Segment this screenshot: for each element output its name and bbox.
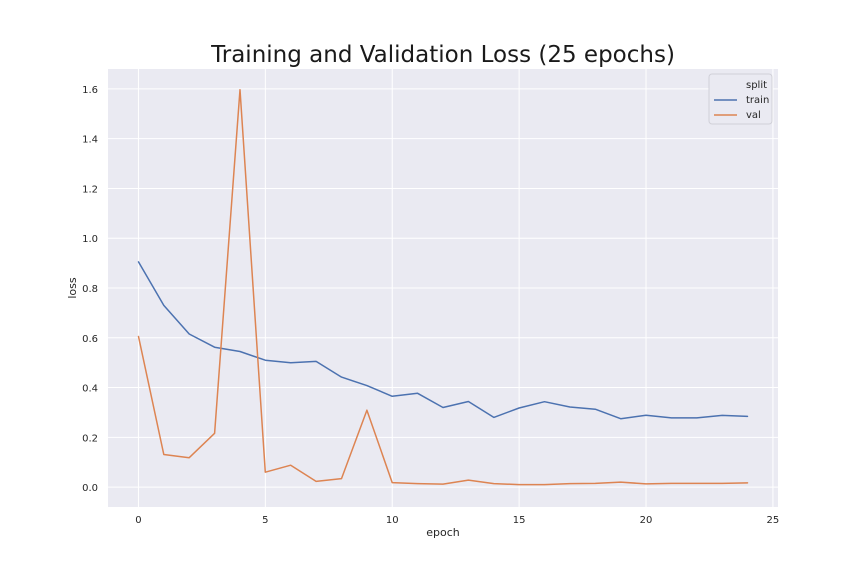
x-tick-label: 0	[135, 515, 141, 526]
x-tick-label: 20	[640, 515, 653, 526]
y-tick-label: 1.2	[82, 184, 98, 195]
y-axis-ticks: 0.0 0.2 0.4 0.6 0.8 1.0 1.2 1.4 1.6	[82, 85, 98, 494]
series-line-val	[137, 88, 749, 486]
y-tick-label: 1.0	[82, 234, 98, 245]
legend-box	[708, 73, 773, 125]
y-tick-label: 0.8	[82, 284, 98, 295]
legend-title: split	[746, 80, 767, 91]
y-tick-label: 0.6	[82, 334, 98, 345]
y-tick-label: 0.2	[82, 433, 98, 444]
series-line-train	[137, 261, 749, 420]
y-tick-label: 1.4	[82, 135, 98, 146]
chart-title: Training and Validation Loss (25 epochs)	[210, 42, 675, 68]
y-axis-label: loss	[66, 277, 79, 299]
x-axis-label: epoch	[426, 526, 460, 539]
legend: split train val	[708, 73, 773, 125]
x-tick-label: 10	[386, 515, 399, 526]
legend-label-train: train	[746, 95, 769, 106]
x-tick-label: 25	[767, 515, 780, 526]
legend-label-val: val	[746, 110, 761, 121]
y-tick-label: 0.4	[82, 384, 98, 395]
x-tick-label: 5	[262, 515, 268, 526]
grid-lines	[108, 69, 778, 507]
x-axis-ticks: 0 5 10 15 20 25	[135, 515, 779, 526]
y-tick-label: 0.0	[82, 483, 98, 494]
series-lines	[137, 88, 749, 486]
x-tick-label: 15	[513, 515, 526, 526]
y-tick-label: 1.6	[82, 85, 98, 96]
